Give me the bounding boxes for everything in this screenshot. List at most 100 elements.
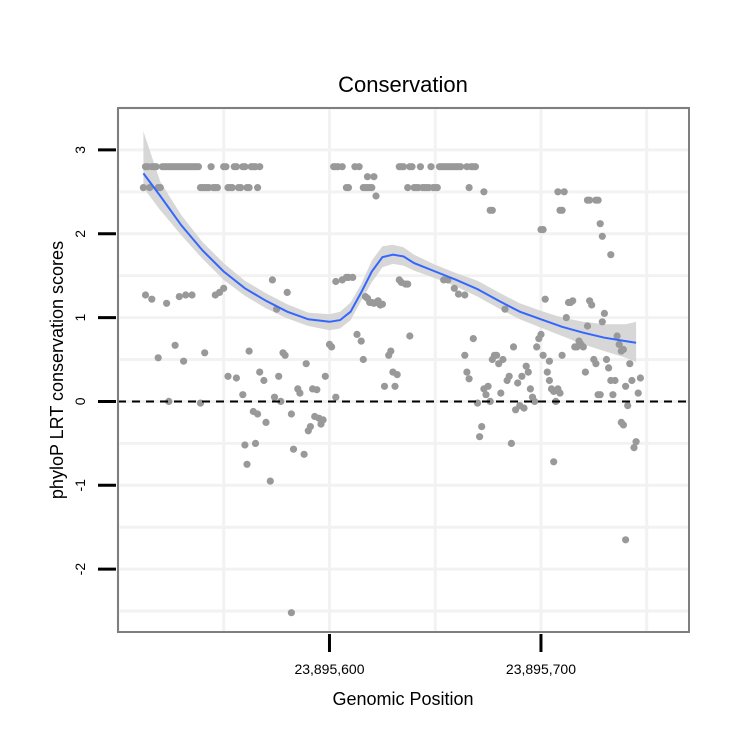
data-point <box>201 349 209 357</box>
data-point <box>251 439 260 447</box>
data-point <box>141 291 150 299</box>
data-point <box>605 364 613 372</box>
data-point <box>480 188 488 196</box>
data-point <box>636 374 645 382</box>
data-point <box>499 355 507 364</box>
data-point <box>520 404 528 412</box>
data-point <box>328 343 336 351</box>
x-axis-label: Genomic Position <box>332 689 473 709</box>
data-point <box>182 291 190 299</box>
data-point <box>624 402 632 410</box>
data-point <box>393 371 401 379</box>
data-point <box>408 163 416 171</box>
data-point <box>505 372 513 380</box>
data-point <box>399 163 408 171</box>
data-point <box>628 376 636 385</box>
data-point <box>586 196 594 204</box>
data-point <box>175 293 183 301</box>
data-point <box>357 337 365 345</box>
data-point <box>404 280 412 288</box>
plot-panel <box>118 108 689 632</box>
data-point <box>332 277 340 286</box>
data-point <box>380 382 389 390</box>
data-point <box>387 347 395 355</box>
data-point <box>353 330 361 338</box>
data-point <box>224 372 232 380</box>
data-point <box>545 357 554 365</box>
data-point <box>632 438 640 446</box>
data-point <box>488 206 496 214</box>
data-point <box>556 389 564 397</box>
data-point <box>241 163 249 171</box>
data-point <box>562 314 570 322</box>
data-point <box>378 300 386 308</box>
data-point <box>302 360 310 368</box>
data-point <box>560 188 568 196</box>
data-point <box>139 184 147 192</box>
data-point <box>256 368 264 376</box>
smooth-line <box>142 172 637 344</box>
data-point <box>509 343 518 351</box>
data-point <box>321 372 329 380</box>
data-point <box>613 332 621 340</box>
data-point <box>581 368 590 376</box>
data-point <box>600 309 609 317</box>
data-point <box>598 232 606 240</box>
data-point <box>319 416 327 424</box>
data-point <box>152 163 160 171</box>
data-point <box>243 460 251 468</box>
data-point <box>622 536 630 544</box>
data-point <box>180 357 188 365</box>
data-point <box>533 343 541 351</box>
data-point <box>427 163 435 171</box>
data-point <box>596 220 604 228</box>
data-point <box>156 184 164 192</box>
data-point <box>355 163 363 171</box>
data-point <box>306 423 314 431</box>
data-point <box>300 450 308 458</box>
y-axis-label: phyloP LRT conservation scores <box>47 241 67 499</box>
data-point <box>558 351 566 359</box>
data-point <box>283 288 291 296</box>
data-point <box>188 291 196 299</box>
data-point <box>463 368 471 376</box>
data-point <box>476 433 484 441</box>
data-point <box>254 410 262 418</box>
data-point <box>619 421 628 429</box>
data-point <box>531 397 539 405</box>
data-point <box>287 410 295 418</box>
data-point <box>619 345 628 354</box>
data-point <box>630 444 638 452</box>
y-tick-label: 0 <box>72 397 88 405</box>
data-point <box>275 372 283 380</box>
data-point <box>569 297 577 305</box>
plot-border <box>117 107 690 633</box>
data-point <box>478 423 486 431</box>
data-point <box>471 163 479 171</box>
data-point <box>289 445 298 453</box>
data-point <box>232 374 240 382</box>
data-point <box>457 163 465 171</box>
data-point <box>241 441 249 449</box>
data-point <box>207 163 215 171</box>
data-point <box>406 332 414 340</box>
data-point <box>607 251 615 259</box>
data-point <box>245 184 253 192</box>
data-point <box>277 397 285 405</box>
data-point <box>237 184 245 192</box>
data-point <box>539 351 547 359</box>
data-point <box>287 609 295 617</box>
chart-title: Conservation <box>338 72 468 97</box>
data-point <box>372 192 380 200</box>
data-point <box>514 379 522 387</box>
data-point <box>220 284 228 292</box>
data-point <box>349 273 357 281</box>
data-point <box>281 351 289 359</box>
data-point <box>493 351 501 359</box>
data-point <box>592 360 600 368</box>
data-point <box>550 458 558 466</box>
y-tick-label: -1 <box>72 479 88 492</box>
data-point <box>368 184 376 192</box>
data-point <box>626 360 634 368</box>
